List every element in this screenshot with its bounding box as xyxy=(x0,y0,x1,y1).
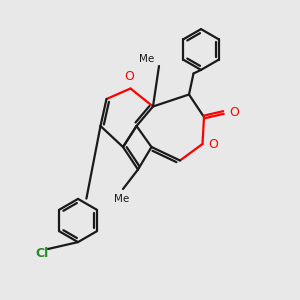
Text: O: O xyxy=(229,106,239,119)
Text: O: O xyxy=(124,70,134,83)
Text: Cl: Cl xyxy=(35,247,49,260)
Text: O: O xyxy=(208,137,218,151)
Text: Me: Me xyxy=(114,194,129,203)
Text: Me: Me xyxy=(139,55,154,64)
